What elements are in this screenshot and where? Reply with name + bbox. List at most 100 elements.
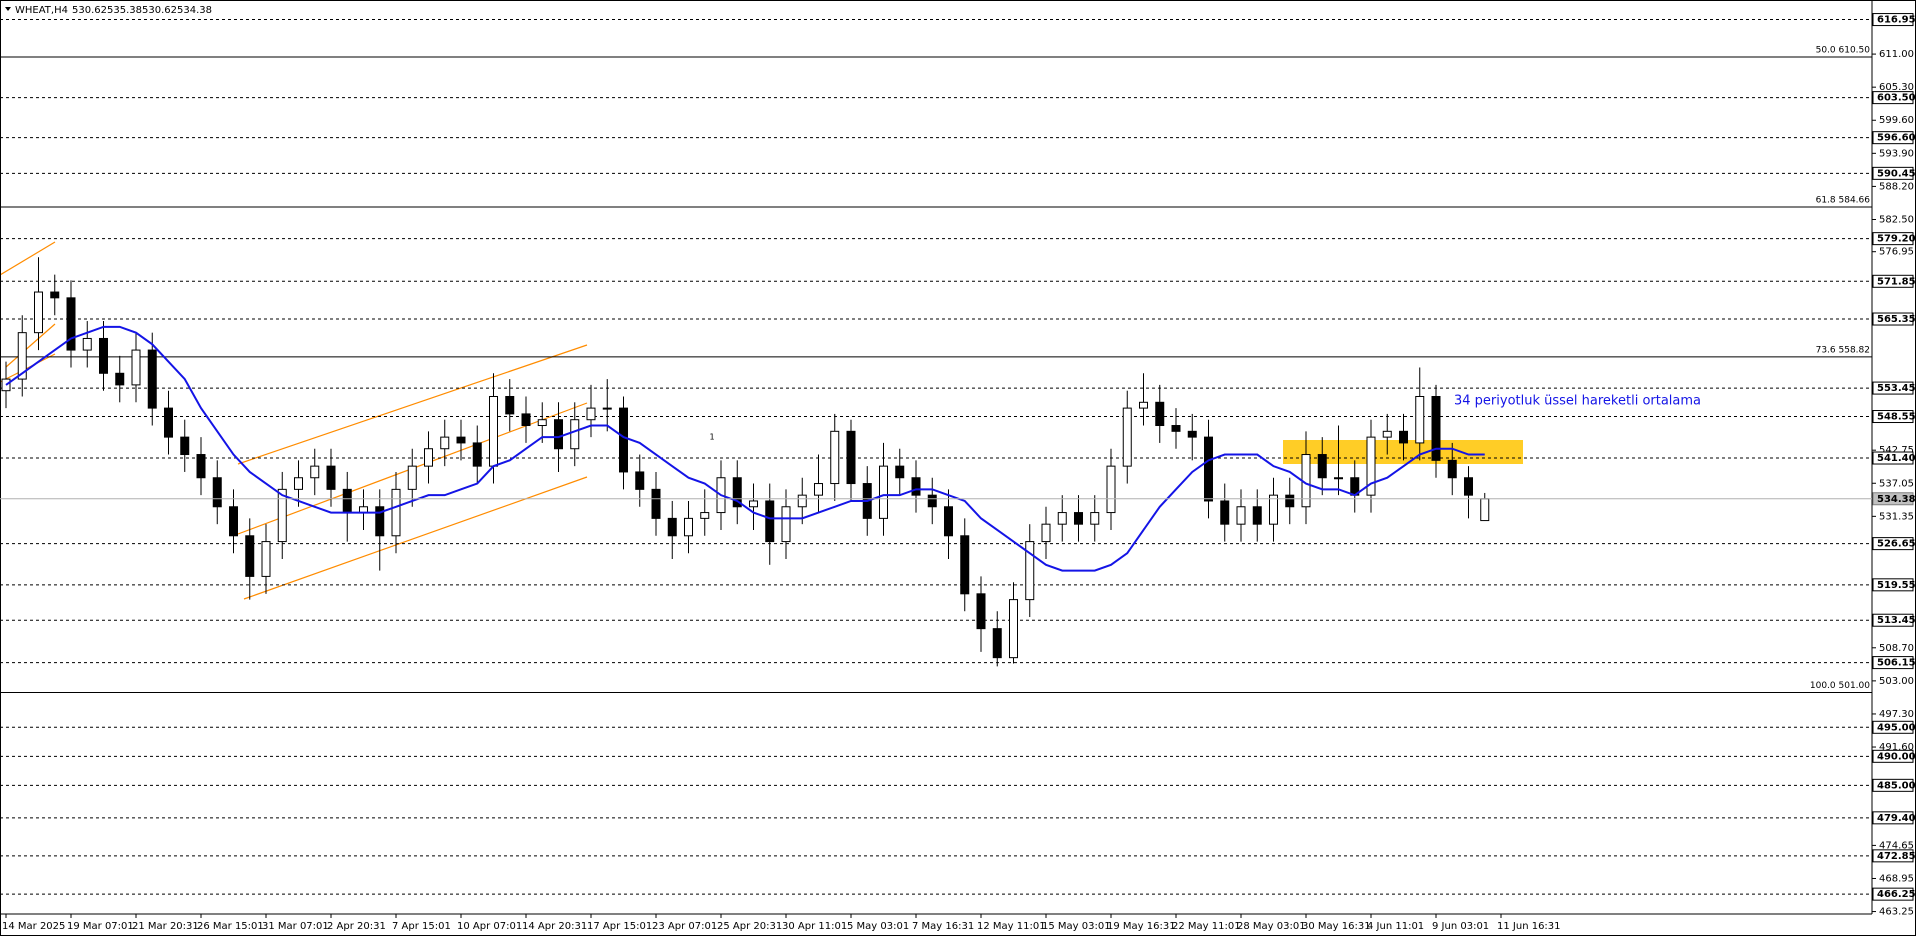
marks: 534.38 (0, 257, 1916, 667)
level-label: 579.20 (1877, 234, 1916, 245)
level-label-box (1872, 312, 1914, 326)
level-label-box (1872, 91, 1914, 105)
header-arrow (5, 7, 11, 11)
y-tick-label: 468.95 (1879, 873, 1914, 884)
candle-body (619, 407, 628, 473)
fibo-label: 61.8 584.66 (1816, 195, 1871, 205)
fibo-label: 73.6 558.82 (1816, 345, 1870, 355)
x-tick-label: 23 Apr 07:01 (652, 921, 717, 932)
candle-body (992, 628, 1002, 659)
x-tick-label: 25 Apr 20:31 (717, 921, 782, 932)
candle-body (635, 471, 645, 490)
channel-line (237, 344, 588, 465)
candle-body (34, 291, 43, 334)
candle-body (164, 407, 173, 438)
candle-body (1317, 454, 1327, 479)
candle-body (489, 395, 498, 467)
candle-body (310, 465, 320, 479)
x-tick-label: 19 Mar 07:01 (67, 921, 134, 932)
level-label-box (1872, 410, 1914, 424)
candle-body (1220, 500, 1230, 525)
x-tick-label: 22 May 11:01 (1172, 921, 1241, 932)
candle-body (1009, 599, 1018, 659)
level-label-box (1872, 656, 1914, 670)
y-tick-label: 531.35 (1879, 511, 1914, 522)
x-tick-label: 10 Apr 07:01 (457, 921, 522, 932)
channel-line (0, 241, 56, 276)
x-tick-label: 9 Jun 03:01 (1432, 921, 1489, 932)
candle-body (391, 488, 401, 537)
candle-body (846, 430, 856, 485)
candle-body (586, 407, 596, 421)
level-label: 590.45 (1877, 168, 1916, 179)
candle-body (115, 372, 125, 386)
candle-body (1334, 477, 1343, 480)
level-label: 596.60 (1877, 133, 1916, 144)
candle-body (602, 407, 612, 410)
level-label: 490.00 (1877, 751, 1916, 762)
candle-body (895, 465, 905, 479)
candle-body (684, 517, 693, 537)
level-label-box (1872, 778, 1914, 792)
y-tick-label: 605.30 (1879, 82, 1914, 93)
header-close: 534.38 (177, 5, 212, 16)
candle-body (960, 535, 970, 595)
level-label-box (1872, 749, 1914, 763)
candle-body (814, 483, 823, 496)
y-tick-label: 537.05 (1879, 478, 1914, 489)
candle-body (82, 337, 92, 351)
y-tick-label: 582.50 (1879, 214, 1914, 225)
level-label: 616.95 (1877, 15, 1916, 26)
candle-body (440, 436, 450, 450)
level-label-box (1872, 811, 1914, 825)
channel-line (0, 353, 56, 383)
x-tick-label: 15 May 03:01 (1042, 921, 1111, 932)
candle-body (1041, 523, 1051, 543)
candle-body (1122, 407, 1132, 467)
level-label: 565.35 (1877, 314, 1916, 325)
candle-body (1025, 541, 1035, 601)
level-label-box (1872, 232, 1914, 246)
x-tick-label: 21 Mar 20:31 (132, 921, 199, 932)
candle-body (505, 395, 515, 415)
candle-body (570, 419, 580, 450)
candle-body (277, 488, 287, 543)
x-tick-label: 28 May 03:01 (1237, 921, 1306, 932)
x-tick-label: 7 May 16:31 (912, 921, 974, 932)
x-tick-label: 5 May 03:01 (847, 921, 909, 932)
header-high: 535.38 (107, 5, 142, 16)
header-low: 530.62 (142, 5, 177, 16)
candle-body (1171, 425, 1181, 432)
candle-body (1057, 512, 1067, 525)
level-label: 526.65 (1877, 539, 1916, 550)
price-label-box (1872, 492, 1914, 506)
candle-body (749, 500, 758, 508)
x-tick-label: 2 Apr 20:31 (327, 921, 386, 932)
x-tick-label: 7 Apr 15:01 (392, 921, 451, 932)
level-label: 553.45 (1877, 383, 1916, 394)
x-tick-label: 26 Mar 15:01 (197, 921, 264, 932)
level-label: 513.45 (1877, 615, 1916, 626)
x-tick-label: 19 May 16:31 (1107, 921, 1176, 932)
level-label: 495.00 (1877, 722, 1916, 733)
level-label-box (1872, 849, 1914, 863)
candle-body (17, 332, 27, 380)
x-tick-label: 14 Mar 2025 (2, 921, 65, 932)
candle-body (456, 436, 466, 444)
candle-body (521, 413, 531, 427)
candle-body (342, 488, 352, 514)
candle-body (1480, 498, 1490, 522)
x-tick-label: 14 Apr 20:31 (522, 921, 587, 932)
candle-body (781, 506, 791, 543)
candle-body (424, 448, 433, 467)
y-tick-label: 542.75 (1879, 445, 1914, 456)
candle-body (196, 454, 206, 479)
x-tick-label: 30 Apr 11:01 (782, 921, 847, 932)
header-open: 530.62 (72, 5, 107, 16)
level-label: 541.40 (1877, 453, 1916, 464)
candle-body (1074, 512, 1083, 525)
candle-body (99, 337, 108, 374)
candle-body (147, 349, 157, 409)
candle-body (1139, 401, 1148, 409)
